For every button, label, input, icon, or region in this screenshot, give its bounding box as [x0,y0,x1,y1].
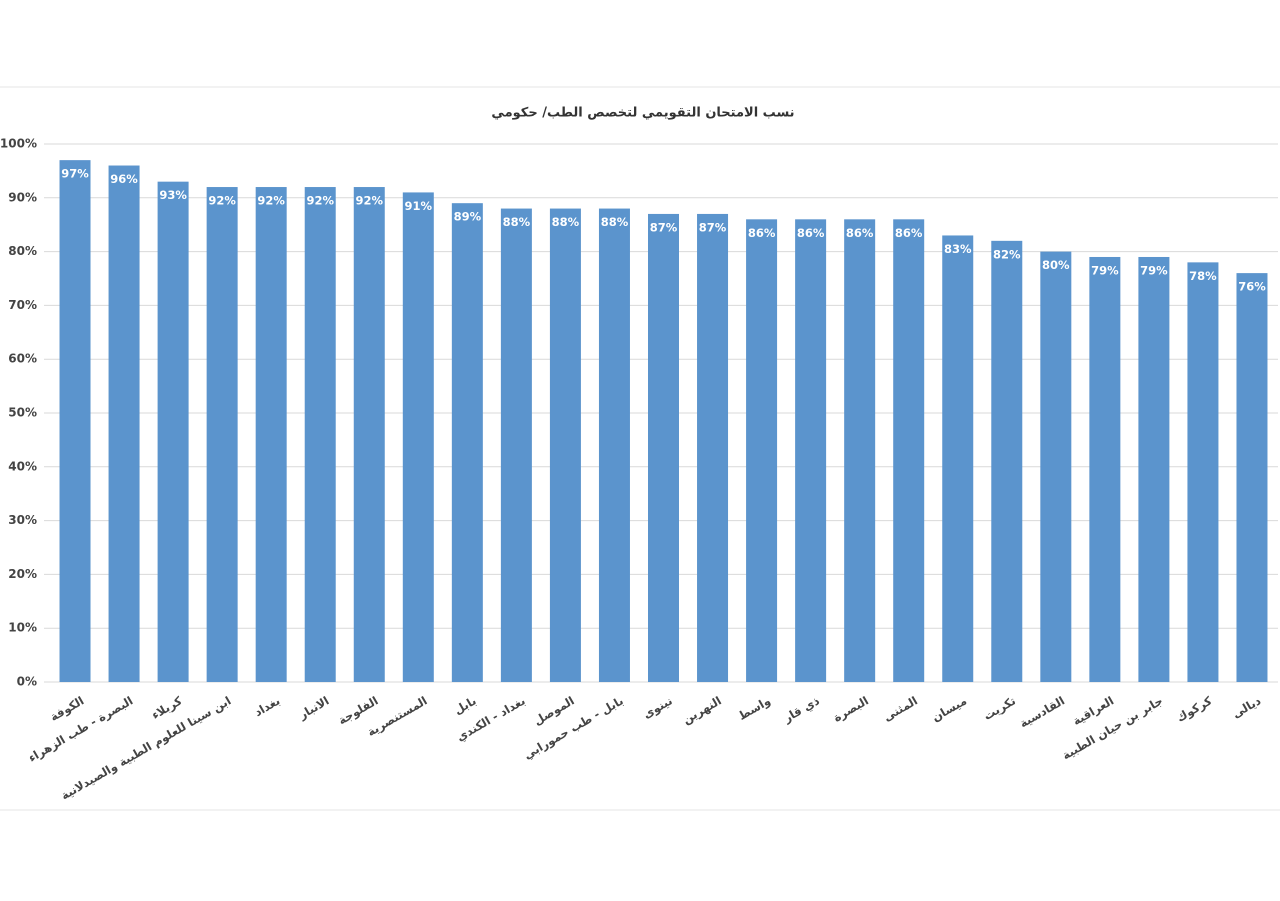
bar [255,187,287,683]
bar [1187,262,1219,682]
data-label: 87% [650,220,678,234]
bar [648,213,679,682]
y-tick-label: 50% [8,406,37,420]
data-label: 83% [944,242,972,256]
data-label: 87% [699,220,727,234]
y-tick-label: 80% [8,244,37,258]
bar [500,208,532,682]
data-label: 76% [1238,280,1266,294]
bar [206,187,238,683]
bar [1236,273,1268,682]
bar [157,181,189,682]
y-tick-label: 10% [8,621,37,635]
bar [1138,256,1170,682]
bar [304,187,336,683]
data-label: 88% [552,215,580,229]
y-tick-label: 60% [8,352,37,366]
chart-title: نسب الامتحان التقويمي لتخصص الطب/ حكومي [491,106,794,121]
bar [795,219,827,682]
data-label: 92% [355,194,383,208]
bar [1040,251,1072,682]
data-label: 92% [257,194,285,208]
data-label: 91% [405,199,433,213]
bar [451,203,483,682]
bar [893,219,925,682]
data-label: 79% [1091,263,1119,277]
data-label: 96% [110,172,138,186]
data-label: 92% [306,194,334,208]
data-label: 93% [159,188,187,202]
y-tick-label: 0% [17,675,37,689]
data-label: 79% [1140,263,1168,277]
y-tick-label: 40% [8,459,37,473]
data-label: 80% [1042,258,1070,272]
data-label: 97% [61,167,89,181]
y-tick-label: 70% [8,298,37,312]
data-label: 86% [846,226,874,240]
data-label: 86% [797,226,825,240]
data-label: 88% [601,215,629,229]
bar [844,219,876,682]
data-label: 86% [895,226,923,240]
bar [353,187,385,683]
bar [108,165,140,682]
bar [746,219,778,682]
bar [598,208,630,682]
bar [59,160,91,682]
y-tick-label: 20% [8,567,37,581]
bar [697,213,729,682]
bar [942,235,974,682]
y-tick-label: 90% [8,190,37,204]
data-label: 89% [454,210,482,224]
y-tick-label: 30% [8,513,37,527]
y-tick-label: 100% [0,137,37,151]
data-label: 92% [208,194,236,208]
data-label: 86% [748,226,776,240]
data-label: 78% [1189,269,1217,283]
bar [1089,256,1121,682]
data-label: 82% [993,247,1021,261]
data-label: 88% [503,215,531,229]
bar [991,240,1023,682]
bar [402,192,434,683]
bar [549,208,581,682]
